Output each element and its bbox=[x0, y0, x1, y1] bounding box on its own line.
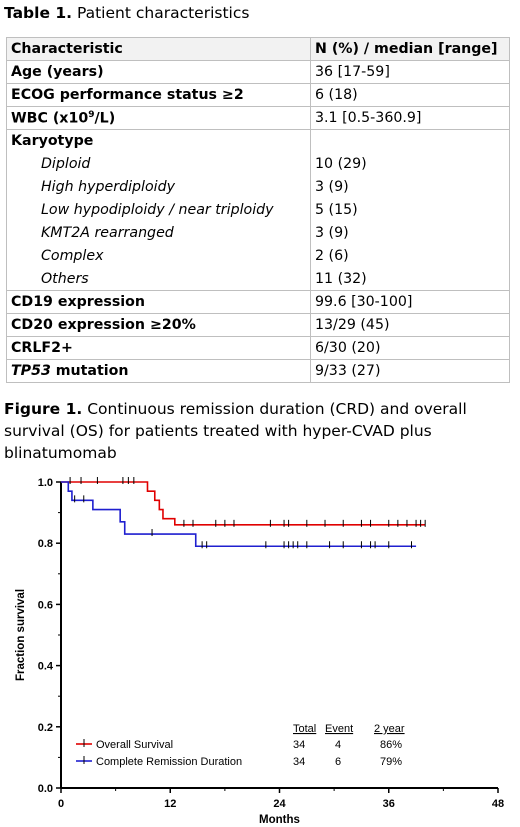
wbc-label-tail: /L) bbox=[94, 110, 116, 127]
table-row: Low hypodiploidy / near triploidy 5 (15) bbox=[6, 198, 510, 222]
legend-header: 2 year bbox=[374, 723, 405, 735]
karyotype-item-value: 11 (32) bbox=[310, 267, 510, 291]
legend-two-year: 79% bbox=[380, 756, 402, 768]
row-value-cd19: 99.6 [30-100] bbox=[310, 290, 510, 314]
y-tick-label: 0.0 bbox=[38, 783, 53, 795]
patient-characteristics-table: Characteristic N (%) / median [range] Ag… bbox=[6, 37, 510, 383]
chart-axes: 0.0 0.2 0.4 0.6 0.8 1.0 0 12 24 36 48 Months Fractio… bbox=[15, 477, 504, 826]
row-value-wbc: 3.1 [0.5-360.9] bbox=[310, 106, 510, 130]
row-label-wbc: WBC (x109/L) bbox=[6, 106, 311, 130]
row-label-age: Age (years) bbox=[6, 60, 311, 84]
karyotype-item-value: 2 (6) bbox=[310, 244, 510, 268]
y-tick-label: 1.0 bbox=[38, 477, 53, 489]
karyotype-item-label: KMT2A rearranged bbox=[6, 221, 311, 245]
wbc-label-superscript: 9 bbox=[88, 109, 95, 120]
chart-legend: Total Event 2 year Overall Survival 34 4 86% Co… bbox=[76, 723, 405, 768]
table-caption-text: Patient characteristics bbox=[72, 4, 250, 22]
tp53-label-tail: mutation bbox=[50, 363, 129, 379]
legend-header: Event bbox=[325, 723, 353, 735]
row-value-tp53: 9/33 (27) bbox=[310, 359, 510, 383]
row-value-crlf2: 6/30 (20) bbox=[310, 336, 510, 360]
row-label-tp53: TP53 mutation bbox=[6, 359, 311, 383]
x-tick-label: 36 bbox=[383, 798, 395, 810]
row-label-karyotype: Karyotype bbox=[6, 129, 311, 153]
row-label-cd20: CD20 expression ≥20% bbox=[6, 313, 311, 337]
kaplan-meier-chart: 0.0 0.2 0.4 0.6 0.8 1.0 0 12 24 36 48 Months Fractio… bbox=[15, 477, 504, 826]
row-label-ecog: ECOG performance status ≥2 bbox=[6, 83, 311, 107]
header-value: N (%) / median [range] bbox=[310, 37, 510, 61]
table-row: CRLF2+ 6/30 (20) bbox=[6, 336, 510, 360]
karyotype-item-value: 5 (15) bbox=[310, 198, 510, 222]
legend-series-name: Overall Survival bbox=[96, 739, 173, 751]
karyotype-item-label: Complex bbox=[6, 244, 311, 268]
table-row: Others 11 (32) bbox=[6, 267, 510, 291]
y-tick-label: 0.2 bbox=[38, 722, 53, 734]
table-row: Complex 2 (6) bbox=[6, 244, 510, 268]
y-tick-label: 0.6 bbox=[38, 599, 53, 611]
table-caption-label: Table 1. bbox=[4, 4, 73, 22]
legend-header: Total bbox=[293, 723, 316, 735]
table-row: ECOG performance status ≥2 6 (18) bbox=[6, 83, 510, 107]
karyotype-item-label: Low hypodiploidy / near triploidy bbox=[6, 198, 311, 222]
karyotype-item-label: High hyperdiploidy bbox=[6, 175, 311, 199]
figure-caption-text: Continuous remission duration (CRD) and … bbox=[4, 400, 467, 462]
legend-series-name: Complete Remission Duration bbox=[96, 756, 242, 768]
figure-caption-label: Figure 1. bbox=[4, 400, 83, 418]
y-axis-label: Fraction survival bbox=[15, 589, 27, 681]
figure-caption: Figure 1. Continuous remission duration … bbox=[4, 398, 520, 464]
series-line-0 bbox=[61, 481, 426, 526]
table-row: CD19 expression 99.6 [30-100] bbox=[6, 290, 510, 314]
legend-event: 6 bbox=[335, 756, 341, 768]
karyotype-item-value: 3 (9) bbox=[310, 221, 510, 245]
karyotype-item-value: 10 (29) bbox=[310, 152, 510, 176]
chart-curves bbox=[61, 477, 426, 549]
tp53-label-gene: TP53 bbox=[11, 363, 51, 379]
table-row: KMT2A rearranged 3 (9) bbox=[6, 221, 510, 245]
karyotype-item-label: Diploid bbox=[6, 152, 311, 176]
x-tick-label: 48 bbox=[492, 798, 504, 810]
legend-two-year: 86% bbox=[380, 739, 402, 751]
karyotype-item-value: 3 (9) bbox=[310, 175, 510, 199]
legend-total: 34 bbox=[293, 756, 305, 768]
table-row: Diploid 10 (29) bbox=[6, 152, 510, 176]
y-tick-label: 0.4 bbox=[38, 661, 54, 673]
table-row: WBC (x109/L) 3.1 [0.5-360.9] bbox=[6, 106, 510, 130]
row-value-age: 36 [17-59] bbox=[310, 60, 510, 84]
table-header-row: Characteristic N (%) / median [range] bbox=[6, 37, 510, 61]
karyotype-item-label: Others bbox=[6, 267, 311, 291]
x-tick-label: 24 bbox=[273, 798, 286, 810]
table-row: Age (years) 36 [17-59] bbox=[6, 60, 510, 84]
x-tick-label: 0 bbox=[58, 798, 64, 810]
x-axis-label: Months bbox=[259, 814, 300, 826]
table-row-karyotype: Karyotype bbox=[6, 129, 510, 153]
wbc-label-main: WBC (x10 bbox=[11, 110, 89, 127]
x-tick-label: 12 bbox=[164, 798, 176, 810]
legend-total: 34 bbox=[293, 739, 305, 751]
legend-event: 4 bbox=[335, 739, 341, 751]
table-row: High hyperdiploidy 3 (9) bbox=[6, 175, 510, 199]
table-caption: Table 1. Patient characteristics bbox=[4, 2, 249, 24]
row-label-crlf2: CRLF2+ bbox=[6, 336, 311, 360]
row-value-karyotype bbox=[310, 129, 510, 153]
y-tick-label: 0.8 bbox=[38, 538, 53, 550]
header-characteristic: Characteristic bbox=[6, 37, 311, 61]
table-row: TP53 mutation 9/33 (27) bbox=[6, 359, 510, 383]
series-line-1 bbox=[61, 481, 417, 548]
row-value-ecog: 6 (18) bbox=[310, 83, 510, 107]
row-label-cd19: CD19 expression bbox=[6, 290, 311, 314]
row-value-cd20: 13/29 (45) bbox=[310, 313, 510, 337]
table-row: CD20 expression ≥20% 13/29 (45) bbox=[6, 313, 510, 337]
